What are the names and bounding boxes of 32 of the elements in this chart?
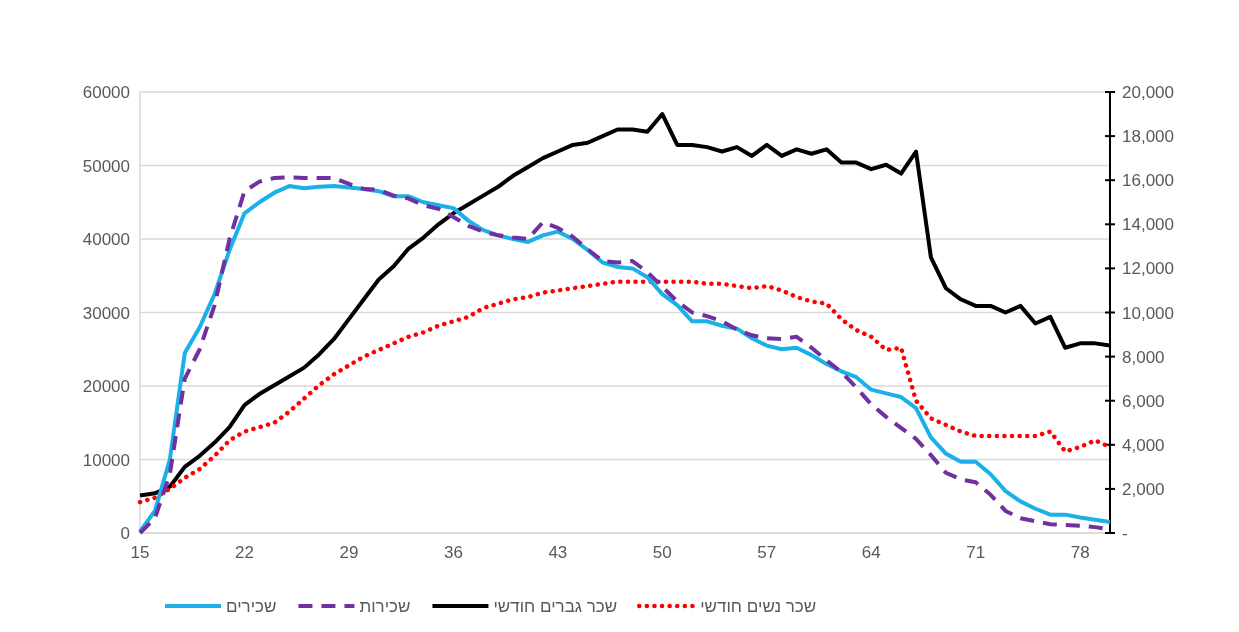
y2-tick-label: 6,000 [1122,391,1165,411]
x-tick-label: 15 [130,543,150,562]
x-tick-label: 71 [966,543,986,562]
y-tick-label: 20000 [82,377,130,396]
y2-tick-label: 18,000 [1122,127,1174,147]
y2-tick-label: - [1122,524,1128,543]
y2-tick-label: 14,000 [1122,215,1174,235]
y2-tick-label: 8,000 [1122,347,1165,367]
y2-tick-label: 16,000 [1122,171,1174,191]
y-tick-label: 10000 [82,450,130,470]
x-tick-label: 43 [548,543,568,562]
y-tick-label: 30000 [82,303,130,323]
x-tick-label: 57 [757,543,777,562]
legend-label: שכר נשים חודשי [700,597,817,616]
x-tick-label: 29 [339,543,359,562]
y2-tick-label: 20,000 [1122,83,1174,102]
y2-tick-label: 12,000 [1122,259,1174,279]
y2-tick-label: 2,000 [1122,479,1165,499]
y-tick-label: 60000 [82,83,130,102]
legend-label: שכירות [359,597,411,616]
y2-tick-label: 10,000 [1122,303,1174,323]
x-tick-label: 22 [235,543,254,562]
legend-label: שכר גברים חודשי [493,597,618,616]
y2-tick-label: 4,000 [1122,435,1165,455]
legend-label: שכירים [226,597,277,616]
y-tick-label: 0 [120,524,130,543]
x-tick-label: 78 [1070,543,1090,562]
x-tick-label: 50 [652,543,672,562]
y-tick-label: 40000 [82,230,130,249]
x-tick-label: 64 [861,543,881,562]
x-tick-label: 36 [443,543,463,562]
y-tick-label: 50000 [82,156,130,176]
